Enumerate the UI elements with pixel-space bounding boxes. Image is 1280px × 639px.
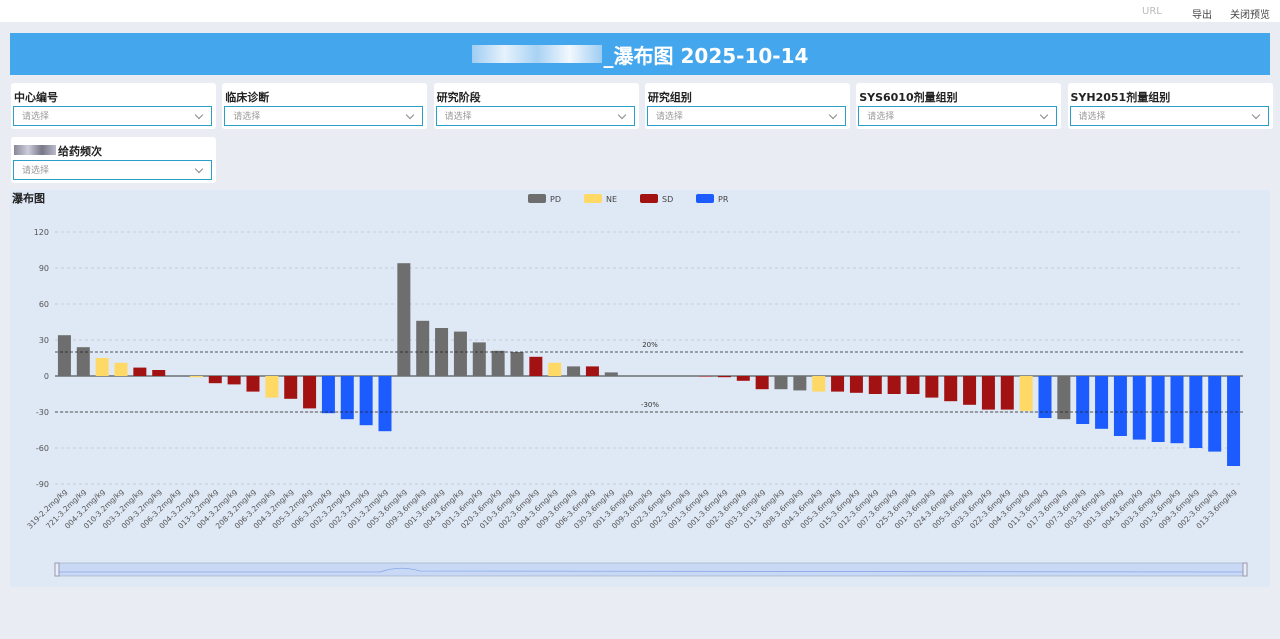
filter-select[interactable]: 请选择 <box>13 160 212 180</box>
filter-select[interactable]: 请选择 <box>224 106 424 126</box>
filter: 研究组别 请选择 <box>644 83 850 129</box>
filter-label-text: 研究组别 <box>647 91 692 104</box>
header-title: _瀑布图 2025-10-14 <box>603 43 809 68</box>
blurred-text <box>14 145 56 155</box>
filter: 中心编号 请选择 <box>11 83 216 129</box>
filter-label-text: 临床诊断 <box>225 91 270 104</box>
chart-panel <box>10 190 1270 587</box>
filter-select[interactable]: 请选择 <box>858 106 1058 126</box>
filter-select[interactable]: 请选择 <box>435 106 635 126</box>
filter: SYH2051剂量组别请选择 <box>1067 83 1273 129</box>
filter-label: 临床诊断 <box>225 89 269 105</box>
export-button[interactable]: 导出 <box>1192 10 1212 21</box>
filter: 临床诊断 请选择 <box>222 83 428 129</box>
filter-label: SYS6010剂量组别 <box>859 89 957 105</box>
filter-label: 研究阶段 <box>437 89 481 105</box>
url-button[interactable]: URL <box>1142 6 1162 17</box>
filter-label: 研究组别 <box>648 89 692 105</box>
filter-select[interactable]: 请选择 <box>646 106 846 126</box>
close-preview-button[interactable]: 关闭预览 <box>1230 10 1270 21</box>
header: _瀑布图 2025-10-14 <box>10 33 1270 75</box>
filter: 给药频次请选择 <box>11 137 216 183</box>
filter-label-text: SYH2051剂量组别 <box>1070 91 1171 104</box>
top-bar <box>0 0 1280 22</box>
filter: 研究阶段 请选择 <box>433 83 639 129</box>
filter-select[interactable]: 请选择 <box>1069 106 1269 126</box>
filter-select[interactable]: 请选择 <box>13 106 212 126</box>
filter-label-text: 研究阶段 <box>436 91 481 104</box>
filter-label: 中心编号 <box>14 89 58 105</box>
filter-label-text: 给药频次 <box>58 145 102 158</box>
filter: SYS6010剂量组别请选择 <box>856 83 1062 129</box>
filter-label-text: SYS6010剂量组别 <box>859 91 958 104</box>
filter-label-text: 中心编号 <box>14 91 58 104</box>
filter-label: 给药频次 <box>14 143 102 159</box>
filter-label: SYH2051剂量组别 <box>1071 89 1171 105</box>
blurred-text <box>471 45 602 63</box>
